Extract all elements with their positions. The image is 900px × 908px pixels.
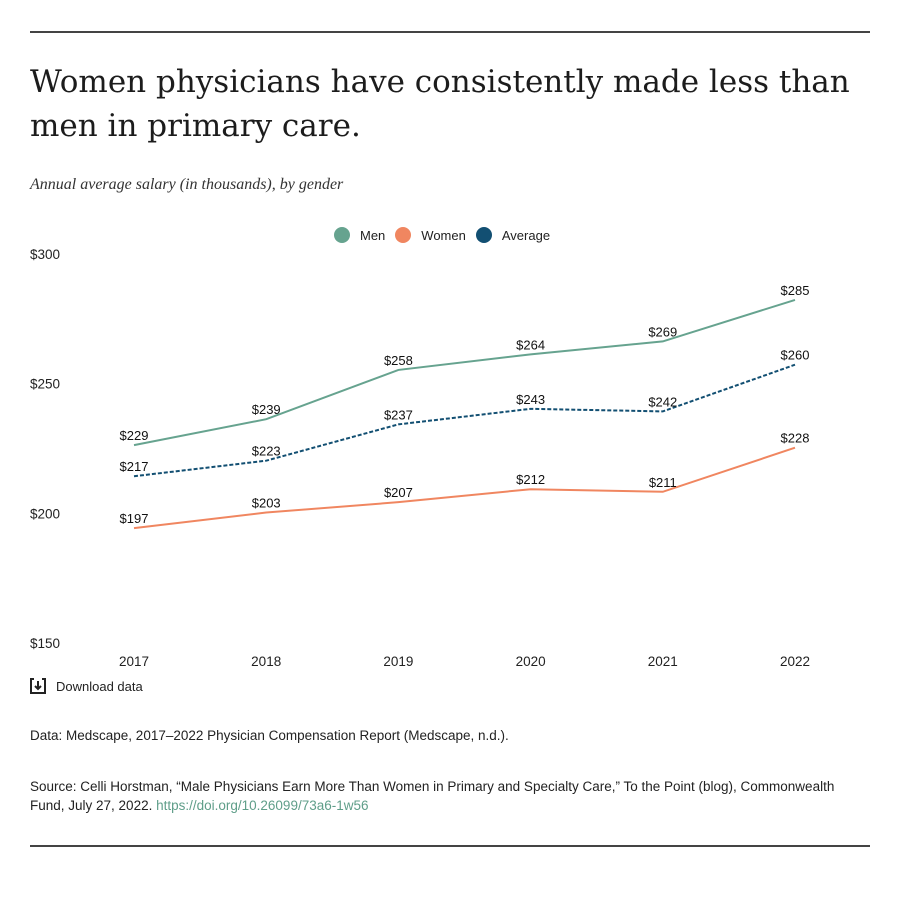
download-data-button[interactable]: Download data [30, 678, 143, 694]
series-line-average [133, 363, 796, 478]
bottom-rule [30, 845, 870, 847]
source-note: Source: Celli Horstman, “Male Physicians… [30, 777, 860, 815]
y-tick-label: $150 [30, 636, 60, 651]
data-label: $211 [649, 475, 677, 490]
source-text: Source: Celli Horstman, “Male Physicians… [30, 779, 835, 813]
legend-label: Men [360, 227, 386, 243]
x-tick-label: 2021 [648, 654, 678, 669]
legend-item-men: Men [334, 227, 385, 243]
data-note: Data: Medscape, 2017–2022 Physician Comp… [30, 728, 509, 743]
data-label: $223 [252, 444, 281, 459]
data-label: $197 [120, 511, 149, 526]
download-label: Download data [56, 678, 143, 694]
legend-swatch [395, 227, 412, 243]
series-line-women [133, 446, 796, 530]
legend-item-women: Women [395, 227, 466, 243]
data-label: $242 [648, 394, 677, 409]
y-tick-label: $300 [30, 247, 60, 262]
x-tick-label: 2022 [780, 654, 810, 669]
data-label: $207 [384, 485, 413, 500]
download-icon [30, 678, 46, 694]
chart-title: Women physicians have consistently made … [30, 64, 850, 144]
series-line-men [133, 298, 796, 447]
y-tick-label: $200 [30, 506, 60, 521]
legend-swatch [334, 227, 350, 243]
legend-label: Women [421, 227, 466, 243]
x-tick-label: 2018 [251, 654, 281, 669]
x-tick-label: 2020 [516, 654, 546, 669]
data-label: $203 [252, 496, 281, 511]
chart-subtitle: Annual average salary (in thousands), by… [30, 176, 344, 193]
legend: Men Women Average [334, 227, 560, 243]
data-label: $260 [781, 348, 810, 363]
data-label: $217 [120, 459, 149, 474]
legend-item-average: Average [475, 227, 551, 243]
data-label: $212 [516, 472, 545, 487]
data-label: $285 [781, 283, 810, 298]
data-label: $239 [252, 402, 281, 417]
data-label: $228 [781, 431, 810, 446]
x-tick-label: 2017 [119, 654, 149, 669]
data-label: $243 [516, 392, 545, 407]
data-label: $258 [384, 353, 413, 368]
legend-label: Average [501, 227, 551, 243]
top-rule [30, 31, 870, 33]
data-label: $229 [120, 428, 149, 443]
data-label: $264 [516, 337, 545, 352]
legend-swatch [475, 227, 492, 243]
y-tick-label: $250 [30, 377, 60, 392]
data-label: $237 [384, 407, 413, 422]
data-label: $269 [648, 324, 677, 339]
source-link[interactable]: https://doi.org/10.26099/73a6-1w56 [156, 798, 369, 813]
x-tick-label: 2019 [383, 654, 413, 669]
line-chart: $150 $200 $250 $300 2017 2018 2019 2020 2021 2022… [30, 247, 810, 669]
